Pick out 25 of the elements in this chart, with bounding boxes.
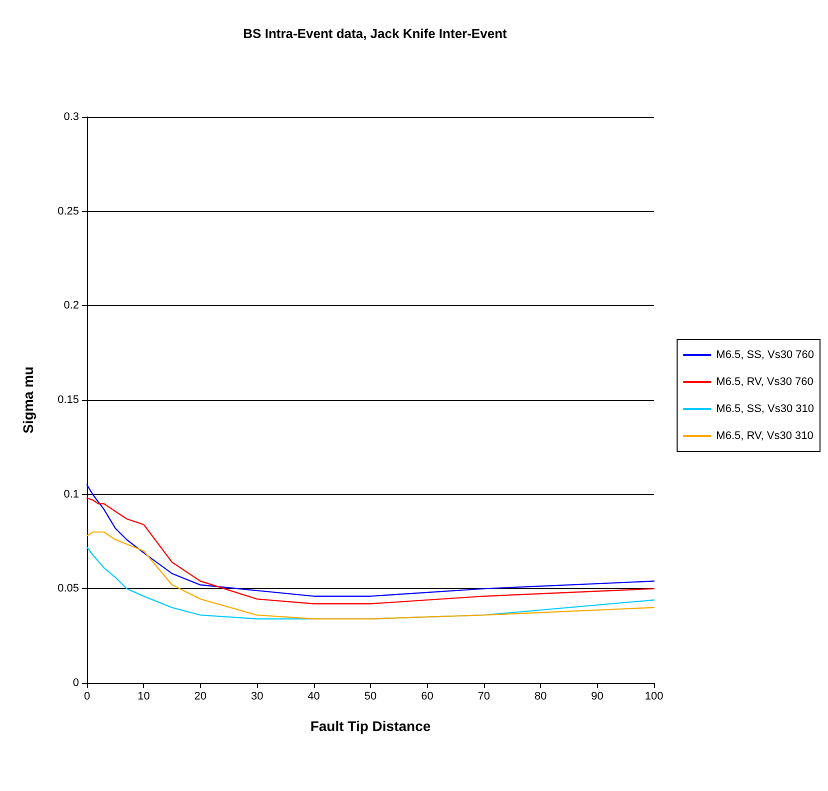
legend-label: M6.5, RV, Vs30 760 [716, 376, 814, 388]
x-tick-label: 20 [194, 690, 207, 702]
y-tick-label: 0.3 [64, 111, 79, 123]
x-axis-title: Fault Tip Distance [310, 718, 431, 734]
y-tick-label: 0.15 [58, 394, 79, 406]
x-tick-label: 70 [478, 690, 490, 702]
legend-label: M6.5, RV, Vs30 310 [716, 430, 814, 442]
x-tick-label: 50 [364, 690, 377, 702]
x-tick-label: 100 [644, 690, 664, 702]
y-tick-label: 0.2 [64, 300, 79, 312]
y-tick-label: 0.25 [58, 205, 79, 218]
y-axis-title: Sigma mu [20, 366, 36, 434]
y-tick-label: 0.05 [58, 582, 79, 595]
x-tick-label: 90 [591, 690, 604, 702]
x-tick-label: 80 [534, 690, 547, 702]
legend-label: M6.5, SS, Vs30 310 [716, 403, 814, 415]
x-tick-label: 0 [84, 690, 90, 702]
chart-title: BS Intra-Event data, Jack Knife Inter-Event [243, 26, 508, 41]
y-tick-label: 0 [72, 677, 79, 689]
x-tick-label: 30 [250, 690, 264, 702]
legend-label: M6.5, SS, Vs30 760 [716, 349, 814, 361]
y-tick-label: 0.1 [64, 488, 79, 500]
x-tick-label: 10 [138, 690, 150, 702]
x-tick-label: 40 [308, 690, 320, 702]
x-tick-label: 60 [421, 690, 434, 702]
